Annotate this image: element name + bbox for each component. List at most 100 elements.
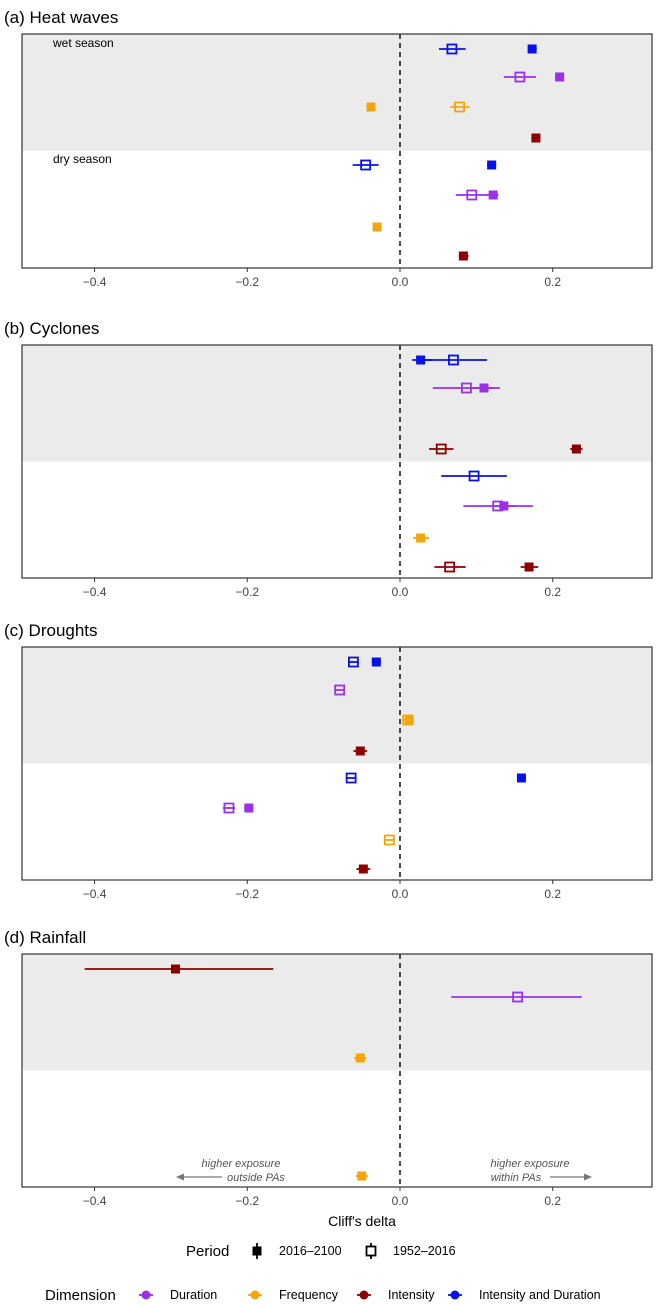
marker-square-filled	[531, 133, 541, 143]
data-point-open	[441, 470, 507, 482]
marker-square-open	[360, 159, 372, 171]
panel-title: (a) Heat waves	[4, 8, 118, 27]
data-point-filled	[353, 746, 368, 756]
data-point-open	[429, 443, 454, 455]
marker-square-open	[348, 656, 359, 668]
marker-square-filled	[355, 1053, 365, 1063]
marker-square-filled	[358, 864, 368, 874]
data-point-filled	[356, 864, 371, 874]
panel-border	[21, 344, 653, 579]
marker-square-open	[448, 354, 459, 366]
dimension-legend: Dimension Duration Frequency Intensity Inten…	[45, 1287, 601, 1304]
exposure-annotations: higher exposure outside PAs higher exposur…	[176, 1158, 592, 1184]
arrowhead-right-icon	[584, 1173, 592, 1181]
panel-border	[21, 953, 653, 1188]
data-point-open	[383, 834, 395, 846]
panel-3: (c) Droughts −0.4 −0.2 0.0 0.2	[4, 621, 653, 901]
panel-border	[21, 646, 653, 881]
marker-square-filled	[366, 102, 376, 112]
wet-season-band	[22, 34, 652, 151]
x-axis-title: Cliff's delta	[328, 1213, 396, 1229]
dimension-legend-label: Duration	[170, 1288, 217, 1302]
marker-square-open	[468, 470, 480, 482]
dry-season-band	[22, 763, 652, 880]
marker-square-filled	[416, 533, 426, 543]
marker-square-filled	[555, 72, 565, 82]
dry-season-band	[22, 1070, 652, 1187]
period-legend-title: Period	[186, 1243, 229, 1260]
data-point-filled	[458, 251, 469, 261]
x-tick-label: −0.4	[83, 275, 107, 289]
marker-square-filled	[416, 355, 426, 365]
marker-square-open	[334, 684, 346, 696]
panel-4: (d) Rainfall −0.4 −0.2 0.0 0.2	[4, 928, 653, 1208]
x-tick-label: 0.2	[544, 585, 561, 599]
marker-square-open	[514, 71, 526, 83]
panel-title: (c) Droughts	[4, 621, 98, 640]
dimension-legend-label: Intensity	[388, 1288, 435, 1302]
panel-title: (d) Rainfall	[4, 928, 86, 947]
marker-square-filled	[524, 562, 534, 572]
data-point-filled	[355, 1171, 368, 1181]
data-point-filled	[371, 657, 381, 667]
marker-square-filled	[244, 803, 254, 813]
marker-square-open	[454, 101, 465, 113]
panel-2: (b) Cyclones −0.4 −0.2 0.0 0.2	[4, 319, 653, 599]
dimension-legend-label: Frequency	[279, 1288, 339, 1302]
legend-key-dot	[450, 1290, 460, 1300]
dimension-legend-title: Dimension	[45, 1287, 116, 1304]
x-tick-label: −0.2	[235, 275, 259, 289]
data-point-open	[352, 159, 379, 171]
data-point-filled	[527, 44, 537, 54]
data-point-filled	[487, 160, 497, 170]
x-tick-label: 0.0	[392, 275, 409, 289]
x-tick-label: −0.4	[83, 887, 107, 901]
data-point-open	[451, 991, 582, 1003]
marker-square-filled	[372, 222, 382, 232]
data-point-filled	[491, 501, 517, 511]
dimension-legend-label: Intensity and Duration	[479, 1288, 601, 1302]
data-point-open	[348, 656, 359, 668]
period-legend-label: 2016–2100	[279, 1244, 342, 1258]
x-tick-label: 0.2	[544, 275, 561, 289]
x-tick-label: 0.2	[544, 1194, 561, 1208]
x-tick-label: −0.2	[235, 585, 259, 599]
marker-square-open	[435, 443, 447, 455]
legend-key-filled-square	[252, 1246, 262, 1256]
marker-square-filled	[516, 773, 526, 783]
marker-square-open	[223, 802, 235, 814]
marker-square-filled	[357, 1171, 367, 1181]
marker-square-filled	[371, 657, 381, 667]
data-point-filled	[531, 133, 541, 143]
marker-square-filled	[479, 383, 489, 393]
marker-square-filled	[487, 160, 497, 170]
x-tick-label: −0.4	[83, 1194, 107, 1208]
data-point-filled	[520, 562, 539, 572]
x-tick-label: 0.0	[392, 1194, 409, 1208]
annotation-right-line2: within PAs	[491, 1172, 542, 1184]
data-point-filled	[570, 444, 583, 454]
panel-border	[21, 33, 653, 269]
data-point-filled	[473, 383, 495, 393]
data-point-filled	[404, 715, 414, 725]
season-label-wet: wet season	[52, 36, 114, 50]
marker-square-filled	[527, 44, 537, 54]
season-label-dry: dry season	[53, 152, 112, 166]
legend-key-open-square	[365, 1245, 377, 1257]
data-point-open	[345, 772, 357, 784]
marker-square-filled	[355, 746, 365, 756]
data-point-open	[503, 71, 536, 83]
marker-square-open	[512, 991, 523, 1003]
data-point-filled	[412, 355, 433, 365]
data-point-open	[455, 189, 489, 201]
period-legend-label: 1952–2016	[393, 1244, 456, 1258]
panel-title: (b) Cyclones	[4, 319, 99, 338]
x-tick-label: −0.2	[235, 1194, 259, 1208]
x-tick-label: 0.2	[544, 887, 561, 901]
data-point-filled	[516, 773, 526, 783]
data-point-filled	[412, 533, 430, 543]
x-tick-label: 0.0	[392, 887, 409, 901]
x-tick-label: 0.0	[392, 585, 409, 599]
marker-square-filled	[499, 501, 509, 511]
